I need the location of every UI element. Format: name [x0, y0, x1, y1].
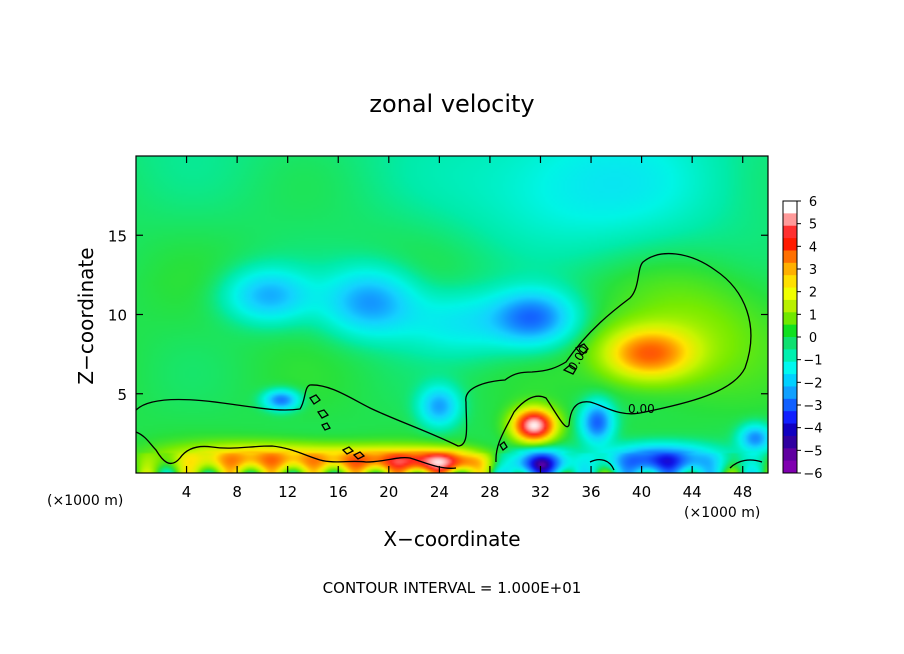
- contour-island: [574, 343, 589, 356]
- x-tick-label: 44: [683, 483, 702, 501]
- y-axis-ticks: 5 10 15: [108, 227, 768, 404]
- colorbar-tick-label: 0: [809, 331, 817, 346]
- zero-contour-upper: [136, 252, 752, 463]
- colorbar-tick-label: 4: [809, 240, 817, 255]
- contour-island: [562, 364, 577, 375]
- y-axis-label: Z−coordinate: [74, 247, 98, 384]
- chart-title: zonal velocity: [369, 90, 534, 118]
- colorbar-swatch: [783, 275, 797, 289]
- contour-island: [352, 451, 366, 460]
- x-tick-label: 24: [430, 483, 449, 501]
- colorbar-swatch: [783, 225, 797, 239]
- colorbar-tick-label: −5: [803, 444, 822, 459]
- colorbar-swatch: [783, 398, 797, 412]
- colorbar-tick-label: 2: [809, 286, 817, 301]
- colorbar-swatch: [783, 386, 797, 400]
- colorbar-swatch: [783, 324, 797, 338]
- x-tick-label: 16: [329, 483, 348, 501]
- colorbar-swatch: [783, 374, 797, 387]
- colorbar-swatch: [783, 299, 797, 313]
- colorbar-swatch: [783, 238, 797, 251]
- colorbar-tick-label: 5: [809, 218, 817, 233]
- colorbar-tick-label: 6: [809, 195, 817, 210]
- x-tick-label: 12: [278, 483, 297, 501]
- x-unit-right: (×1000 m): [684, 505, 760, 521]
- colorbar-swatch: [783, 423, 797, 437]
- x-tick-label: 20: [379, 483, 398, 501]
- colorbar-tick-label: −2: [803, 376, 822, 391]
- colorbar-tick-label: −3: [803, 399, 822, 414]
- colorbar-swatch: [783, 213, 797, 227]
- colorbar-swatch: [783, 262, 797, 276]
- y-tick-label: 10: [108, 307, 127, 325]
- x-tick-label: 4: [182, 483, 192, 501]
- colorbar-swatch: [783, 250, 797, 264]
- colorbar-swatch: [783, 448, 797, 462]
- colorbar: 6 5 4 3 2 1 0 −1 −2 −3 −4 −5 −6: [782, 195, 823, 482]
- colorbar-swatch: [783, 361, 797, 375]
- contour-interval-note: CONTOUR INTERVAL = 1.000E+01: [323, 579, 582, 597]
- zero-contour-lines: [136, 252, 763, 471]
- contour-label: 0.00: [628, 402, 655, 416]
- colorbar-swatch: [783, 201, 797, 214]
- x-tick-label: 28: [480, 483, 499, 501]
- colorbar-tick-label: −1: [803, 354, 822, 369]
- colorbar-swatch: [783, 312, 797, 326]
- x-unit-left: (×1000 m): [47, 493, 123, 509]
- x-tick-label: 48: [733, 483, 752, 501]
- colorbar-swatch: [783, 435, 797, 449]
- velocity-field-image: [136, 156, 768, 473]
- colorbar-swatch: [783, 287, 797, 301]
- x-tick-label: 32: [531, 483, 550, 501]
- contour-island: [729, 459, 763, 469]
- contour-island: [589, 459, 615, 471]
- zero-contour-lower: [136, 431, 457, 469]
- colorbar-tick-label: −6: [803, 467, 822, 482]
- x-tick-label: 8: [232, 483, 242, 501]
- colorbar-tick-label: 3: [809, 263, 817, 278]
- colorbar-swatch: [783, 411, 797, 425]
- x-tick-label: 36: [581, 483, 600, 501]
- contour-island: [321, 422, 331, 431]
- x-axis-ticks: 4 8 12 16 20 24 28 32 36 40 44 48: [182, 156, 752, 501]
- colorbar-swatch: [783, 460, 797, 474]
- contour-island: [309, 394, 321, 405]
- contour-island: [341, 446, 355, 455]
- plot-area: 0.00 0.00: [135, 155, 769, 474]
- colorbar-tick-label: −4: [803, 422, 822, 437]
- colorbar-tick-label: 1: [809, 308, 817, 323]
- x-tick-label: 40: [632, 483, 651, 501]
- colorbar-swatch: [783, 349, 797, 363]
- contour-island: [499, 441, 508, 451]
- contour-island: [316, 409, 330, 419]
- colorbar-swatch: [783, 337, 797, 350]
- x-axis-label: X−coordinate: [383, 527, 520, 551]
- y-tick-label: 5: [117, 386, 127, 404]
- y-tick-label: 15: [108, 227, 127, 245]
